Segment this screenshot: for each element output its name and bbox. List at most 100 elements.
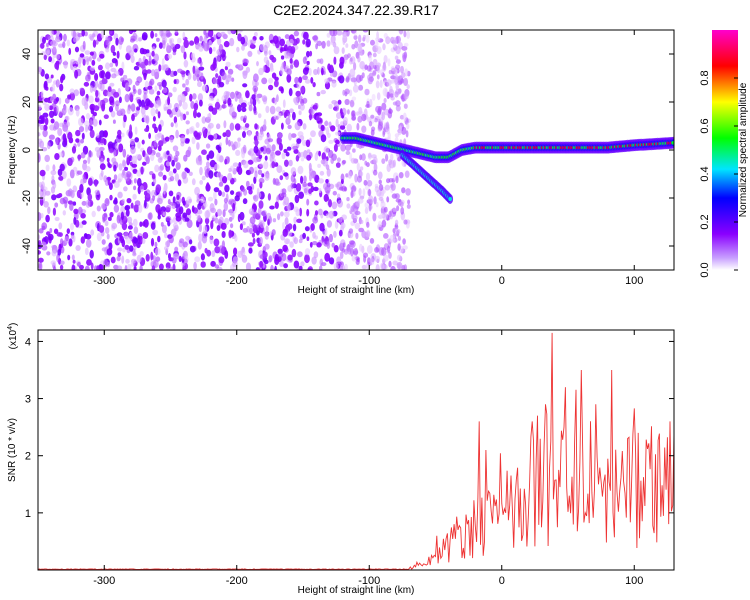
- heatmap-cell: [150, 251, 154, 261]
- heatmap-cell: [326, 240, 331, 249]
- y-tick-label: 20: [21, 96, 33, 108]
- heatmap-cell: [395, 175, 399, 184]
- heatmap-cell: [169, 39, 173, 48]
- heatmap-cell: [129, 138, 136, 146]
- heatmap-cell: [63, 33, 67, 42]
- heatmap-cell: [95, 39, 99, 45]
- heatmap-cell: [237, 104, 242, 113]
- heatmap-cell: [349, 57, 353, 62]
- heatmap-cell: [207, 116, 211, 123]
- heatmap-cell: [151, 46, 156, 51]
- heatmap-cell: [345, 43, 349, 48]
- heatmap-cell: [381, 219, 387, 228]
- heatmap-cell: [84, 50, 91, 55]
- heatmap-cell: [263, 259, 269, 265]
- heatmap-cell: [38, 228, 44, 234]
- heatmap-cell: [80, 213, 86, 219]
- heatmap-cell: [199, 99, 203, 107]
- heatmap-cell: [191, 205, 195, 213]
- heatmap-cell: [55, 79, 60, 88]
- heatmap-cell: [58, 175, 64, 181]
- heatmap-cell: [305, 139, 311, 148]
- heatmap-cell: [159, 30, 164, 37]
- heatmap-cell: [69, 202, 74, 211]
- heatmap-cell: [76, 170, 83, 175]
- heatmap-cell: [96, 57, 102, 62]
- heatmap-cell: [68, 238, 73, 247]
- heatmap-cell: [212, 77, 218, 85]
- heatmap-cell: [392, 228, 396, 234]
- heatmap-cell: [131, 163, 138, 168]
- heatmap-cell: [382, 63, 387, 72]
- heatmap-cell: [165, 262, 171, 269]
- heatmap-cell: [315, 43, 318, 50]
- heatmap-y-axis-label: Frequency (Hz): [7, 116, 18, 185]
- heatmap-cell: [242, 198, 248, 205]
- heatmap-cell: [253, 145, 259, 154]
- heatmap-cell: [383, 98, 387, 103]
- heatmap-cell: [278, 142, 283, 151]
- heatmap-cell: [131, 30, 137, 33]
- heatmap-cell: [243, 58, 249, 65]
- heatmap-cell: [59, 83, 64, 92]
- heatmap-cell: [38, 262, 43, 270]
- heatmap-cell: [319, 58, 324, 65]
- heatmap-cell: [407, 199, 411, 205]
- heatmap-cell: [285, 239, 289, 245]
- heatmap-cell: [138, 99, 142, 108]
- heatmap-cell: [378, 196, 384, 201]
- heatmap-cell: [312, 82, 316, 88]
- heatmap-cell: [366, 65, 372, 72]
- heatmap-cell: [287, 254, 293, 261]
- heatmap-cell: [347, 171, 352, 179]
- heatmap-cell: [257, 169, 263, 175]
- y-tick-label: 4: [25, 336, 31, 348]
- heatmap-cell: [359, 219, 364, 224]
- heatmap-cell: [330, 37, 334, 46]
- heatmap-cell: [376, 189, 382, 197]
- heatmap-cell: [400, 207, 405, 215]
- heatmap-cell: [225, 61, 231, 68]
- heatmap-cell: [316, 242, 322, 248]
- heatmap-cell: [357, 115, 363, 123]
- heatmap-cell: [368, 54, 373, 63]
- heatmap-cell: [334, 220, 339, 229]
- heatmap-cell: [314, 200, 319, 206]
- heatmap-cell: [170, 122, 174, 128]
- heatmap-cell: [172, 223, 178, 228]
- heatmap-cell: [309, 50, 313, 57]
- heatmap-cell: [287, 124, 292, 130]
- heatmap-cell: [201, 234, 208, 244]
- heatmap-cell: [135, 154, 142, 159]
- heatmap-cell: [177, 94, 182, 104]
- heatmap-cell: [358, 43, 362, 52]
- heatmap-cell: [265, 147, 271, 155]
- y-tick-label: 40: [21, 48, 33, 60]
- heatmap-cell: [193, 102, 199, 111]
- heatmap-cell: [41, 222, 48, 230]
- heatmap-cell: [172, 145, 179, 152]
- heatmap-cell: [354, 210, 361, 216]
- heatmap-cell: [258, 67, 264, 76]
- heatmap-cell: [109, 147, 114, 154]
- heatmap-cell: [124, 265, 128, 270]
- heatmap-cell: [168, 190, 174, 197]
- heatmap-cell: [378, 184, 384, 191]
- heatmap-cell: [283, 211, 290, 218]
- heatmap-cell: [122, 159, 126, 167]
- heatmap-cell: [366, 221, 370, 228]
- heatmap-cell: [54, 216, 60, 222]
- heatmap-cell: [241, 254, 248, 263]
- heatmap-cell: [182, 83, 186, 88]
- heatmap-cell: [77, 206, 83, 215]
- heatmap-cell: [347, 53, 351, 58]
- heatmap-cell: [157, 235, 161, 243]
- heatmap-cell: [347, 109, 350, 115]
- heatmap-cell: [308, 67, 312, 76]
- heatmap-cell: [306, 154, 312, 161]
- heatmap-cell: [406, 84, 410, 90]
- heatmap-cell: [331, 242, 335, 248]
- heatmap-cell: [173, 102, 180, 112]
- heatmap-cell: [42, 129, 48, 138]
- heatmap-cell: [300, 175, 304, 184]
